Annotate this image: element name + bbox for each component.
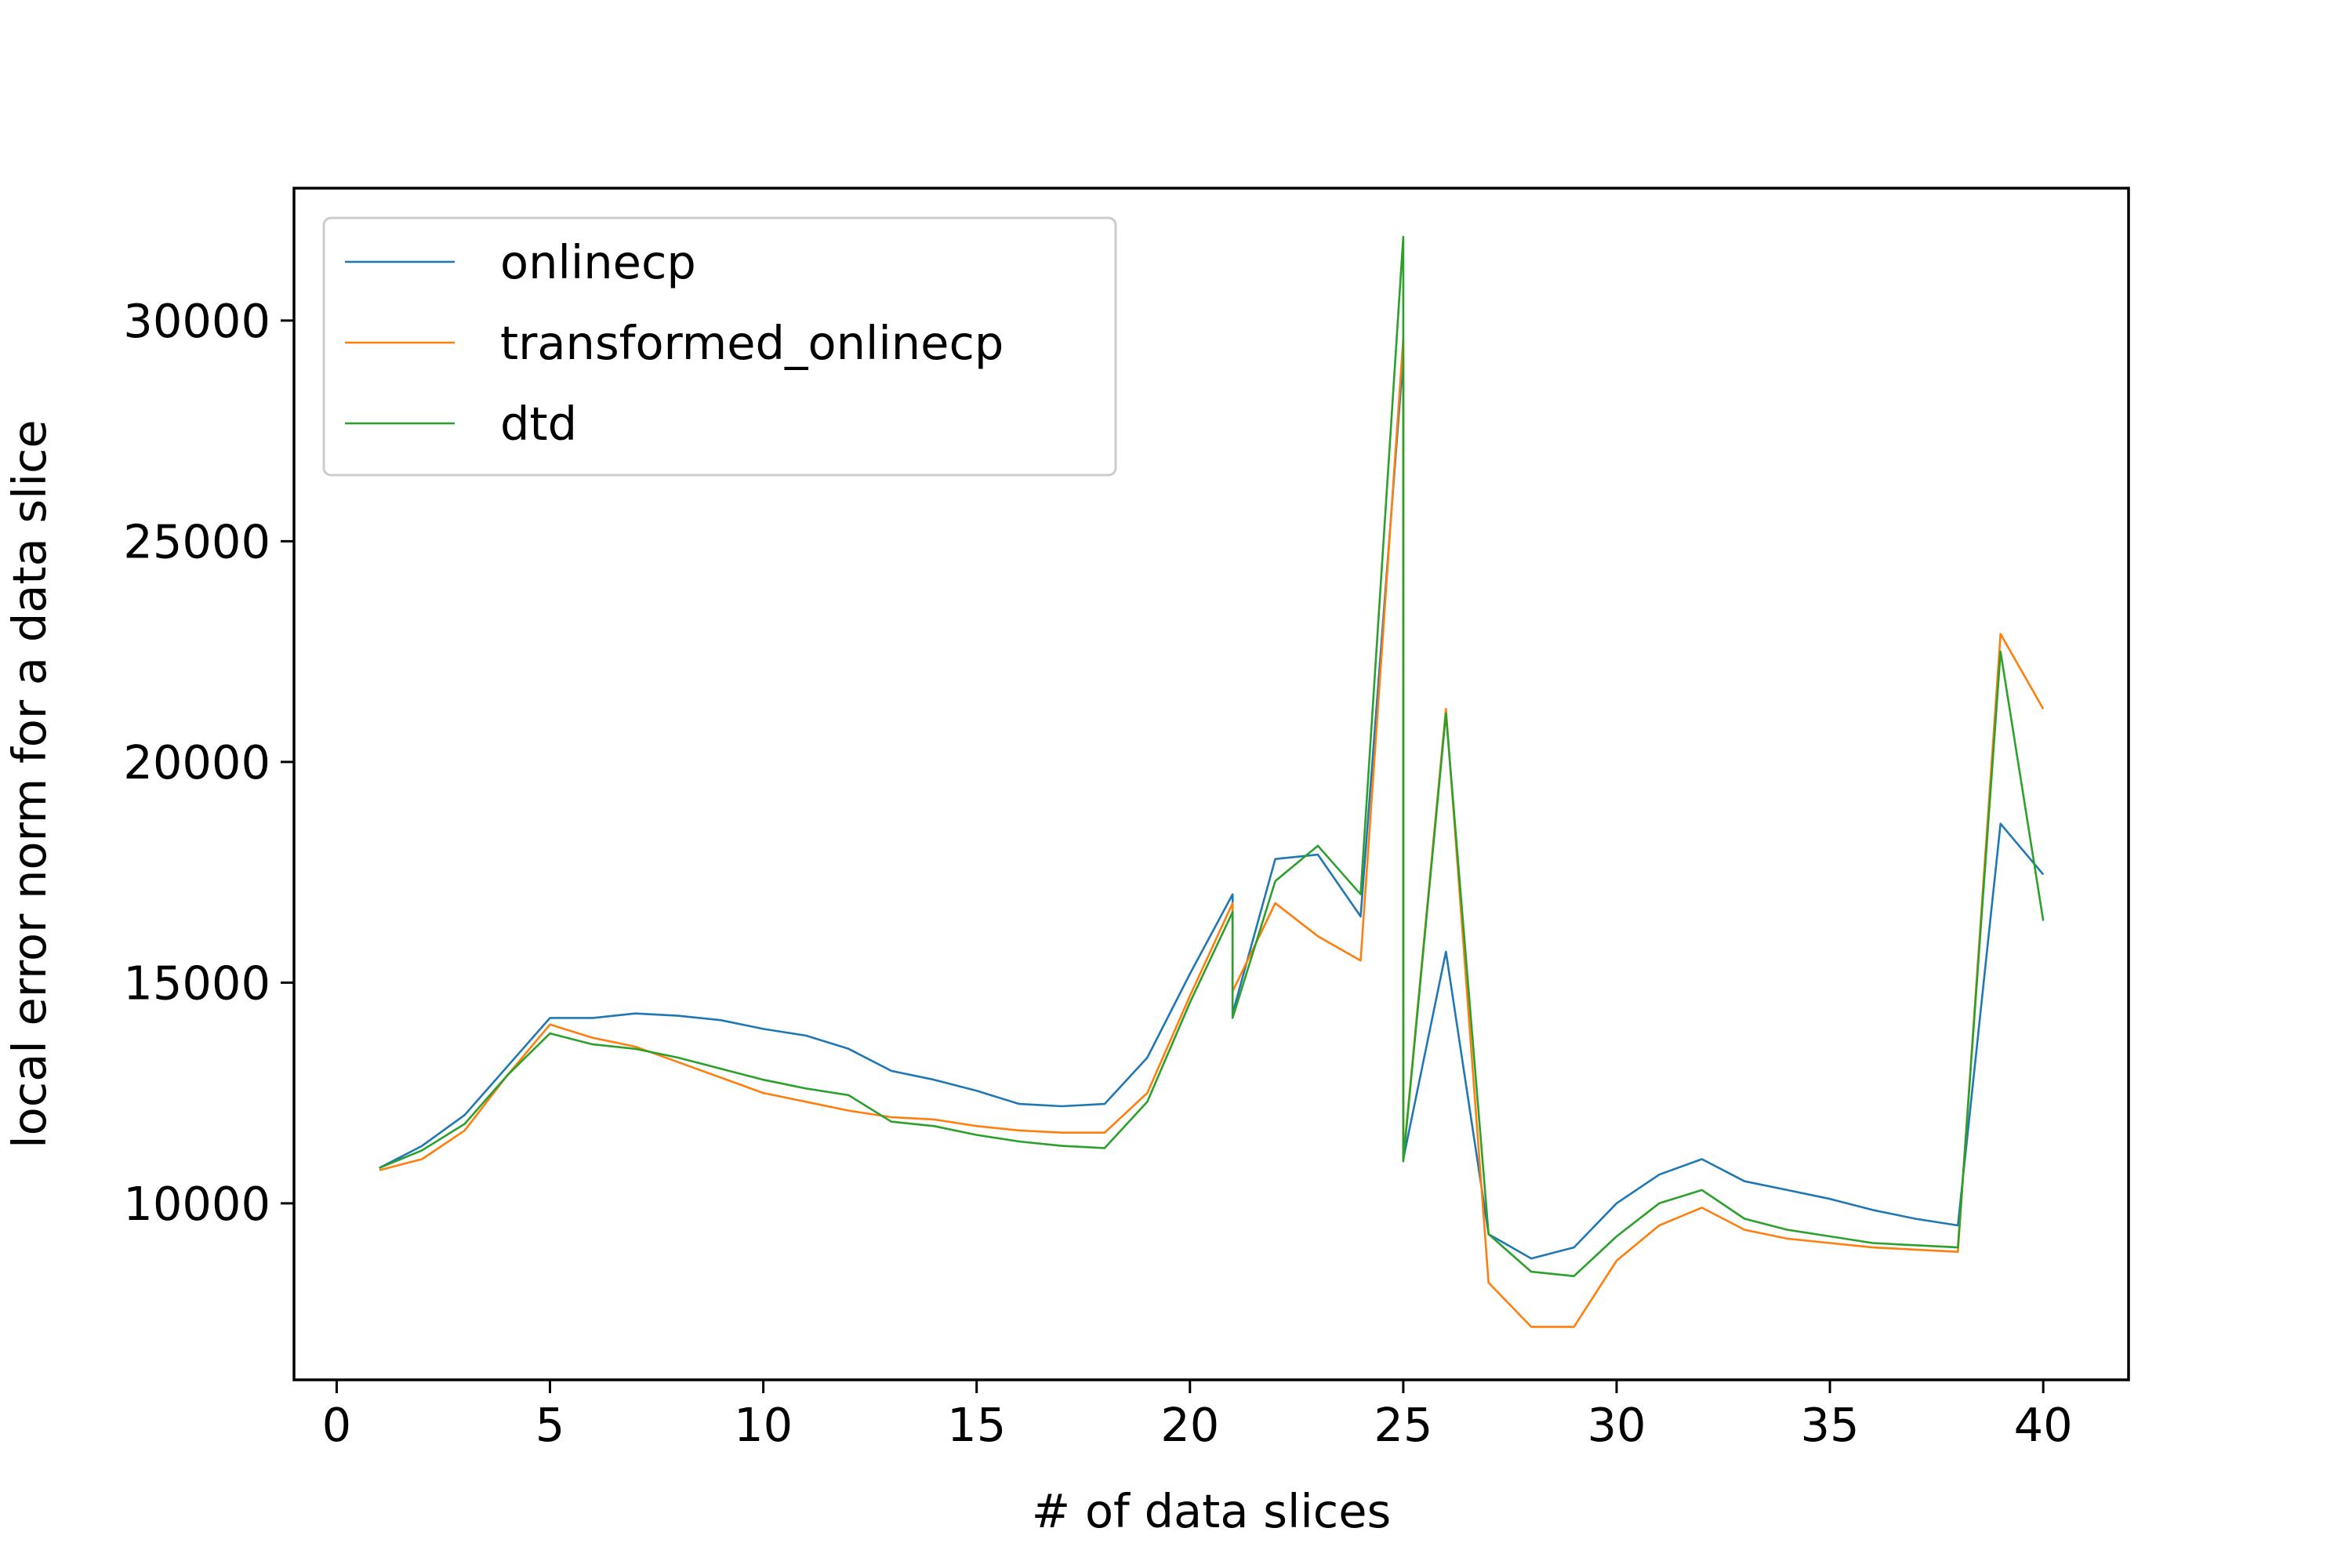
x-tick-label: 0 — [322, 1398, 352, 1452]
y-axis: 10000 15000 20000 25000 30000 — [123, 294, 294, 1231]
x-tick-label: 10 — [734, 1398, 793, 1452]
x-axis-label: # of data slices — [1032, 1484, 1391, 1538]
legend-box — [322, 216, 1117, 477]
series-line-dtd — [379, 235, 2045, 1277]
x-tick-label: 40 — [2014, 1398, 2073, 1452]
legend-label-transformed_onlinecp: transformed_onlinecp — [500, 316, 1004, 370]
x-tick-label: 30 — [1587, 1398, 1646, 1452]
legend-label-dtd: dtd — [500, 397, 577, 451]
x-tick-label: 25 — [1374, 1398, 1432, 1452]
y-tick-label: 20000 — [123, 735, 270, 789]
x-tick-label: 5 — [535, 1398, 565, 1452]
x-tick-label: 35 — [1801, 1398, 1860, 1452]
y-tick-label: 25000 — [123, 514, 270, 568]
x-axis: 0 5 10 15 20 25 30 35 40 — [322, 1380, 2073, 1452]
y-axis-label: local error norm for a data slice — [2, 419, 56, 1148]
x-tick-label: 15 — [947, 1398, 1006, 1452]
plot-frame — [292, 187, 2130, 1381]
y-tick-label: 10000 — [123, 1177, 270, 1231]
legend-label-onlinecp: onlinecp — [500, 235, 696, 289]
x-tick-label: 20 — [1160, 1398, 1219, 1452]
y-tick-label: 15000 — [123, 956, 270, 1010]
series-layer — [379, 235, 2045, 1328]
y-tick-label: 30000 — [123, 294, 270, 348]
